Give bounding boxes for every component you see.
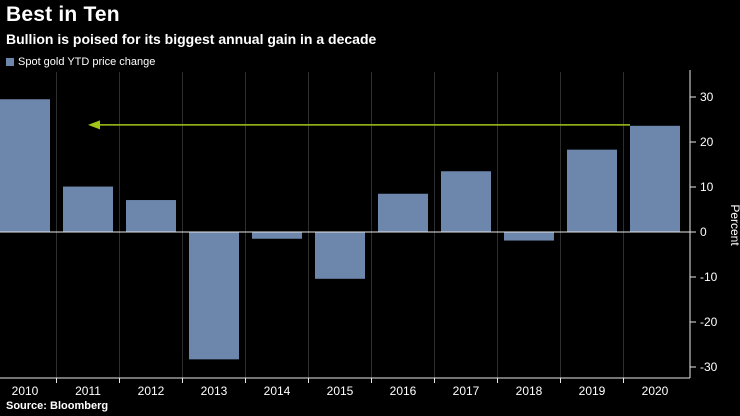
bar-2014	[252, 232, 302, 239]
legend-label: Spot gold YTD price change	[18, 56, 156, 68]
x-tick-label-2018: 2018	[516, 384, 543, 398]
chart-title: Best in Ten	[6, 3, 120, 26]
y-tick-label: 0	[700, 225, 707, 239]
bar-2016	[378, 193, 428, 232]
bar-2010	[0, 99, 50, 232]
bar-2020	[630, 125, 680, 232]
y-tick-label: 20	[700, 135, 714, 149]
x-tick-label-2013: 2013	[201, 384, 228, 398]
y-tick-label: 10	[700, 180, 714, 194]
y-tick-label: -10	[700, 270, 718, 284]
bar-2012	[126, 200, 176, 232]
bar-2011	[63, 186, 113, 232]
y-tick-label: 30	[700, 90, 714, 104]
y-axis-title: Percent	[728, 204, 740, 246]
x-tick-label-2010: 2010	[12, 384, 39, 398]
chart-subtitle: Bullion is poised for its biggest annual…	[6, 31, 377, 47]
x-tick-label-2011: 2011	[75, 384, 101, 398]
x-tick-label-2019: 2019	[579, 384, 606, 398]
x-tick-label-2014: 2014	[264, 384, 291, 398]
x-tick-label-2017: 2017	[453, 384, 480, 398]
legend-swatch-icon	[6, 58, 14, 66]
x-tick-label-2020: 2020	[642, 384, 669, 398]
y-tick-label: -30	[700, 360, 718, 374]
x-tick-label-2016: 2016	[390, 384, 417, 398]
source-attribution: Source: Bloomberg	[6, 400, 109, 412]
chart-header: Best in Ten Bullion is poised for its bi…	[6, 2, 376, 68]
x-tick-label-2015: 2015	[327, 384, 354, 398]
bar-2013	[189, 232, 239, 360]
bar-2018	[504, 232, 554, 241]
y-tick-label: -20	[700, 315, 718, 329]
bar-2019	[567, 149, 617, 232]
bar-2015	[315, 232, 365, 279]
bar-2017	[441, 171, 491, 232]
legend: Spot gold YTD price change	[6, 56, 376, 68]
x-tick-label-2012: 2012	[138, 384, 165, 398]
annotation-arrow-head	[88, 120, 100, 130]
